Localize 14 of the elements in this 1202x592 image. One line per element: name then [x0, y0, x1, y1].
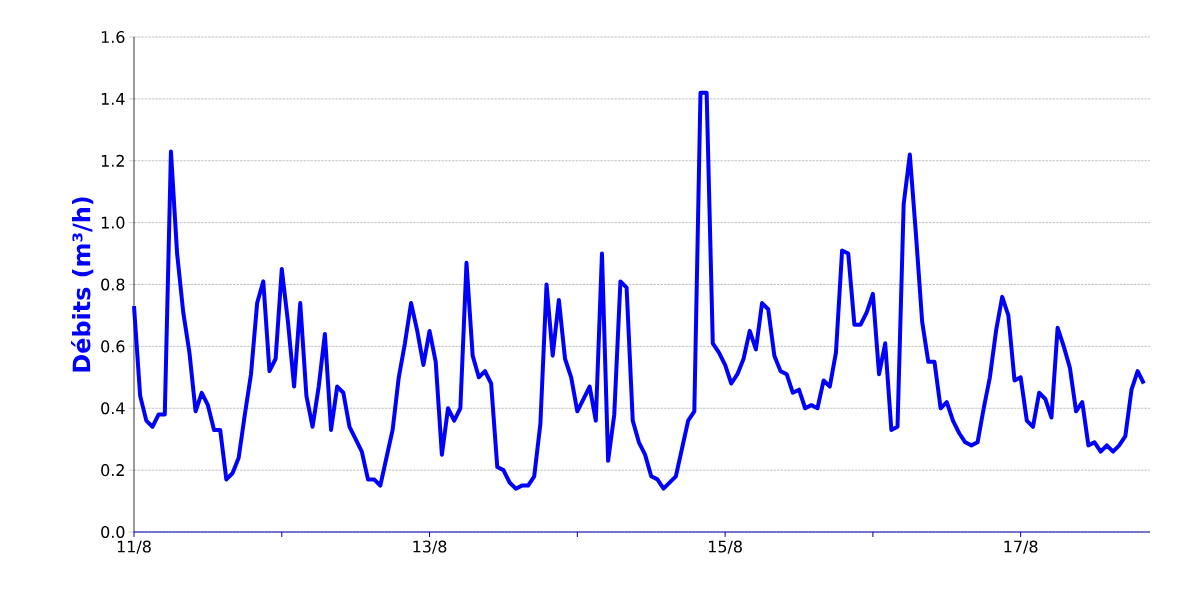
x-tick-label: 15/8: [708, 540, 742, 554]
x-tick-label: 13/8: [413, 540, 447, 554]
y-tick-label: 0.8: [101, 278, 125, 291]
y-tick-label: 0.2: [101, 464, 124, 477]
y-tick-label: 0.0: [101, 525, 125, 539]
y-tick-label: 1.2: [101, 154, 124, 167]
y-tick-label: 1.6: [101, 30, 125, 44]
y-axis-title: Débits (m³/h): [71, 197, 94, 372]
x-tick-label: 17/8: [1004, 540, 1038, 554]
y-tick-label: 0.4: [101, 402, 125, 415]
y-tick-label: 1.4: [101, 93, 125, 105]
y-tick-label: 0.6: [101, 340, 125, 353]
x-tick-label: 11/8: [117, 540, 151, 554]
y-tick-label: 1.0: [101, 216, 125, 229]
